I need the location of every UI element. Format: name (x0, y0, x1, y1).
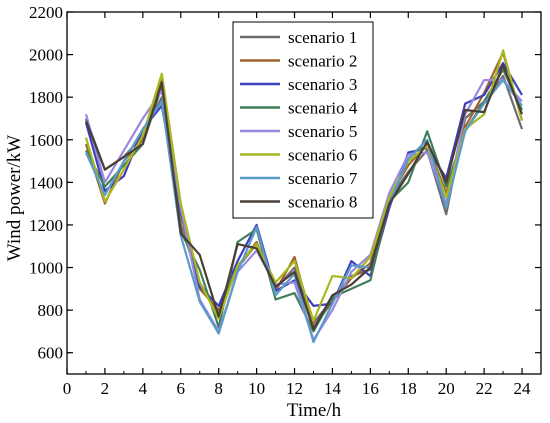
series-line-8 (84, 64, 524, 331)
plot-frame (66, 11, 542, 375)
x-tick-label: 18 (400, 379, 417, 398)
x-tick-label: 20 (438, 379, 455, 398)
x-tick-label: 16 (362, 379, 379, 398)
x-tick-label: 14 (324, 379, 342, 398)
legend: scenario 1 scenario 2 scenario 3 scenario 4… (232, 21, 374, 219)
legend-label: scenario 3 (288, 75, 357, 94)
y-tick-label: 1000 (29, 259, 63, 278)
legend-label: scenario 2 (288, 52, 357, 71)
y-tick-label: 1800 (29, 88, 63, 107)
legend-box (232, 21, 374, 219)
y-tick-label: 1400 (29, 173, 63, 192)
plot-lines (84, 49, 524, 344)
legend-label: scenario 6 (288, 146, 357, 165)
legend-label: scenario 5 (288, 122, 357, 141)
axis-ticks: 0 2 4 6 8 10 12 14 16 18 20 22 246008001000120014001… (29, 3, 541, 398)
y-tick-label: 800 (38, 301, 64, 320)
x-tick-label: 12 (286, 379, 303, 398)
y-tick-label: 1600 (29, 131, 63, 150)
x-tick-label: 2 (101, 379, 110, 398)
x-tick-label: 6 (177, 379, 186, 398)
x-tick-label: 8 (214, 379, 223, 398)
legend-label: scenario 7 (288, 169, 358, 188)
y-tick-label: 2000 (29, 46, 63, 65)
legend-label: scenario 1 (288, 28, 357, 47)
series-line-7 (84, 78, 523, 344)
y-tick-label: 2200 (29, 3, 63, 22)
y-tick-label: 1200 (29, 216, 63, 235)
x-axis-title: Time/h (287, 400, 342, 421)
x-tick-label: 10 (248, 379, 265, 398)
y-axis-title: Wind power/kW (4, 135, 25, 261)
x-tick-label: 4 (139, 379, 148, 398)
legend-label: scenario 4 (288, 99, 358, 118)
y-tick-label: 600 (38, 344, 64, 363)
series-line-6 (84, 49, 524, 322)
legend-label: scenario 8 (288, 193, 357, 212)
x-tick-label: 22 (476, 379, 493, 398)
x-tick-label: 24 (514, 379, 532, 398)
x-tick-label: 0 (63, 379, 72, 398)
